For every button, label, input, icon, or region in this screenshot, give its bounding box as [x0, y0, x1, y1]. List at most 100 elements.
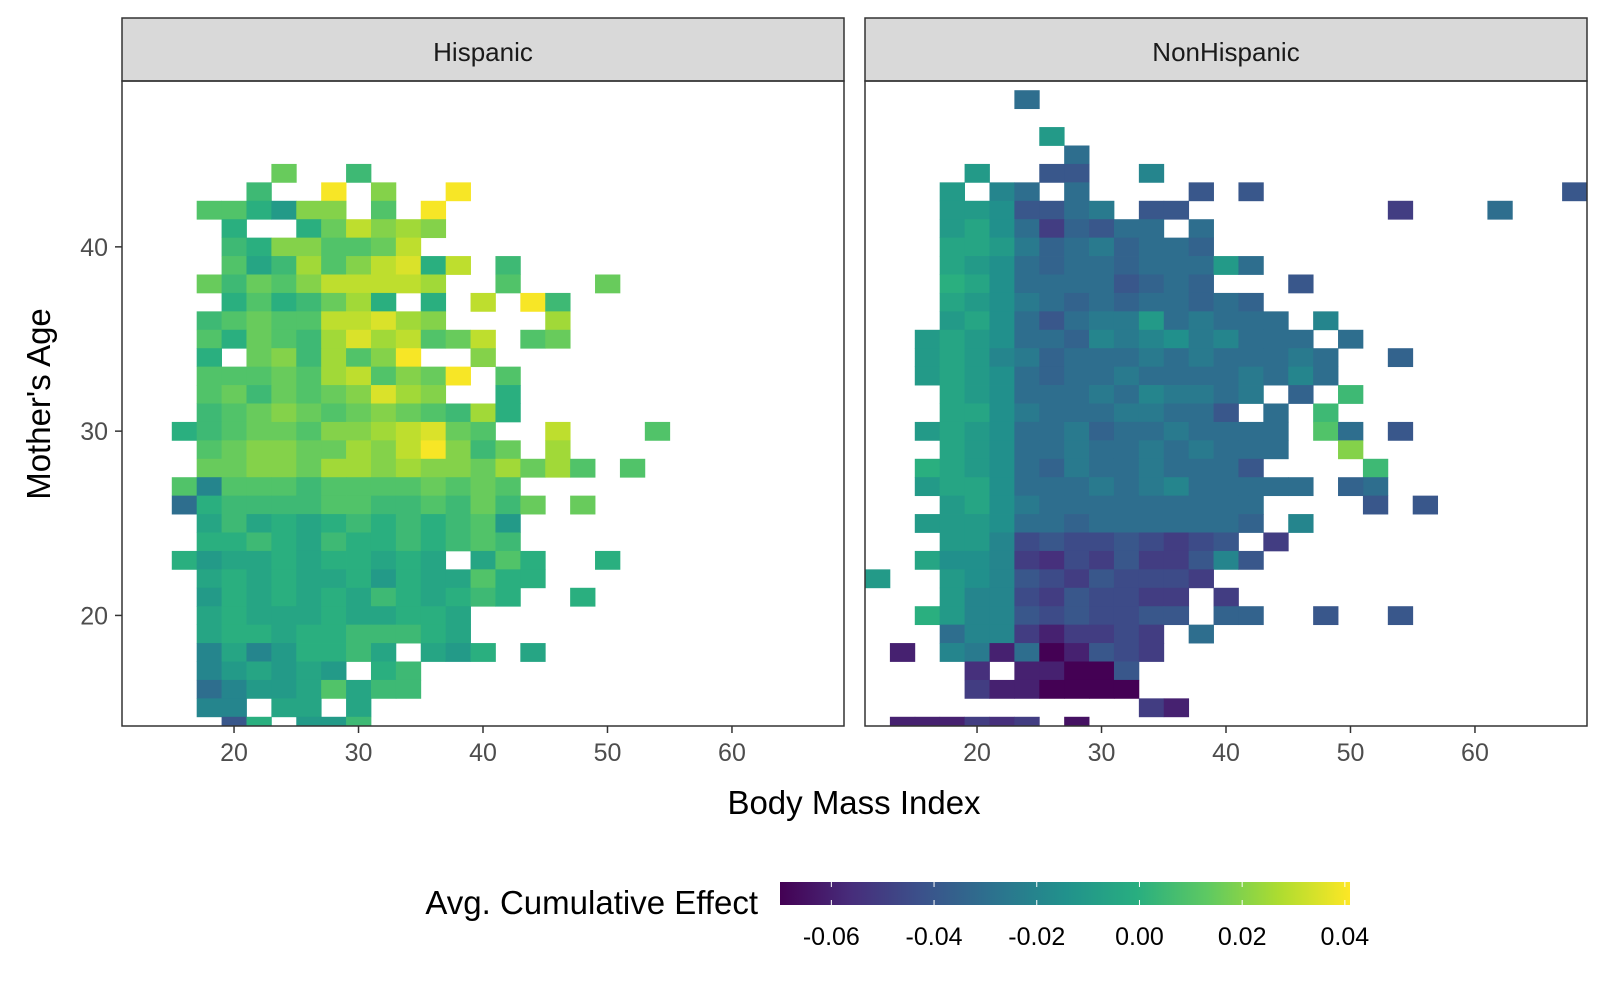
heatmap-cell [1138, 477, 1165, 497]
heatmap-cell [346, 348, 372, 368]
heatmap-cell [420, 532, 447, 552]
heatmap-cell [346, 292, 372, 312]
heatmap-cell [246, 606, 272, 626]
heatmap-cell [221, 569, 247, 589]
heatmap-cell [271, 163, 297, 183]
heatmap-cell [370, 182, 397, 202]
heatmap-cell [1188, 421, 1214, 441]
heatmap-cell [296, 274, 322, 294]
heatmap-cell [296, 477, 322, 497]
heatmap-cell [420, 421, 447, 441]
heatmap-cell [346, 550, 372, 570]
heatmap-cell [1089, 532, 1115, 552]
heatmap-cell [1039, 127, 1065, 146]
heatmap-cell [1238, 348, 1264, 368]
heatmap-cell [445, 477, 471, 497]
heatmap-cell [1213, 458, 1239, 478]
heatmap-cell [221, 514, 247, 533]
strip-label-nonhispanic: NonHispanic [1152, 37, 1299, 67]
color-legend: Avg. Cumulative Effect -0.06 -0.04 -0.02 0.… [425, 882, 1369, 951]
heatmap-cell [889, 716, 916, 727]
heatmap-cell [1188, 495, 1214, 515]
heatmap-cell [296, 532, 322, 552]
heatmap-cell [370, 421, 397, 441]
heatmap-cell [271, 606, 297, 626]
heatmap-cell [470, 421, 496, 441]
heatmap-cell [346, 679, 372, 699]
heatmap-cell [1089, 661, 1115, 681]
heatmap-cell [1039, 219, 1065, 239]
heatmap-cell [1113, 661, 1140, 681]
heatmap-cell [221, 219, 247, 239]
heatmap-cell [1138, 550, 1165, 570]
heatmap-cell [1014, 292, 1040, 312]
heatmap-cell [445, 366, 471, 386]
heatmap-cell [989, 532, 1015, 552]
heatmap-cell [196, 348, 222, 368]
heatmap-cell [420, 366, 447, 386]
heatmap-cell [1014, 661, 1040, 681]
heatmap-cell [1064, 200, 1090, 220]
heatmap-cell [321, 587, 347, 607]
heatmap-cell [221, 311, 247, 331]
heatmap-cell [321, 624, 347, 644]
heatmap-cell [221, 329, 247, 349]
heatmap-cell [321, 514, 347, 533]
heatmap-cell [1138, 292, 1165, 312]
heatmap-cell [1562, 182, 1588, 202]
heatmap-cell [1138, 403, 1165, 423]
heatmap-cell [1064, 716, 1090, 727]
heatmap-cell [395, 440, 422, 460]
heatmap-cell [570, 458, 596, 478]
heatmap-cell [1313, 606, 1339, 626]
heatmap-cell [445, 643, 471, 662]
heatmap-cell [370, 219, 397, 239]
heatmap-cell [495, 495, 521, 515]
heatmap-cell [1288, 385, 1314, 404]
heatmap-cell [939, 716, 965, 727]
heatmap-cell [495, 458, 521, 478]
heatmap-cell [1039, 163, 1065, 183]
heatmap-cell [1213, 366, 1239, 386]
heatmap-cell [370, 458, 397, 478]
heatmap-cell [1039, 477, 1065, 497]
heatmap-cell [1064, 514, 1090, 533]
heatmap-cell [1138, 219, 1165, 239]
heatmap-cell [1089, 421, 1115, 441]
heatmap-cell [420, 458, 447, 478]
heatmap-cell [1064, 495, 1090, 515]
heatmap-cell [296, 421, 322, 441]
heatmap-cell [296, 385, 322, 404]
heatmap-cell [395, 311, 422, 331]
heatmap-cell [1064, 440, 1090, 460]
heatmap-cell [1014, 237, 1040, 257]
heatmap-cell [1387, 200, 1414, 220]
heatmap-cell [989, 458, 1015, 478]
heatmap-cell [1014, 550, 1040, 570]
heatmap-cell [1064, 458, 1090, 478]
x-axis-title: Body Mass Index [727, 784, 981, 821]
heatmap-cell [1163, 477, 1190, 497]
heatmap-cell [1338, 329, 1364, 349]
heatmap-cell [1089, 624, 1115, 644]
heatmap-cell [1213, 514, 1239, 533]
heatmap-cell [1113, 292, 1140, 312]
heatmap-cell [395, 569, 422, 589]
heatmap-cell [171, 550, 198, 570]
heatmap-cell [296, 624, 322, 644]
heatmap-cell [1113, 385, 1140, 404]
heatmap-cell [470, 458, 496, 478]
heatmap-cell [1213, 348, 1239, 368]
heatmap-cell [1338, 385, 1364, 404]
heatmap-cell [221, 200, 247, 220]
heatmap-cell [1138, 532, 1165, 552]
heatmap-cell [1238, 329, 1264, 349]
heatmap-cell [296, 679, 322, 699]
heatmap-cell [321, 366, 347, 386]
heatmap-cells-hispanic [171, 163, 671, 727]
heatmap-cell [1188, 311, 1214, 331]
heatmap-cell [1014, 329, 1040, 349]
heatmap-cell [1263, 440, 1289, 460]
heatmap-cell [246, 256, 272, 275]
heatmap-cell [420, 385, 447, 404]
